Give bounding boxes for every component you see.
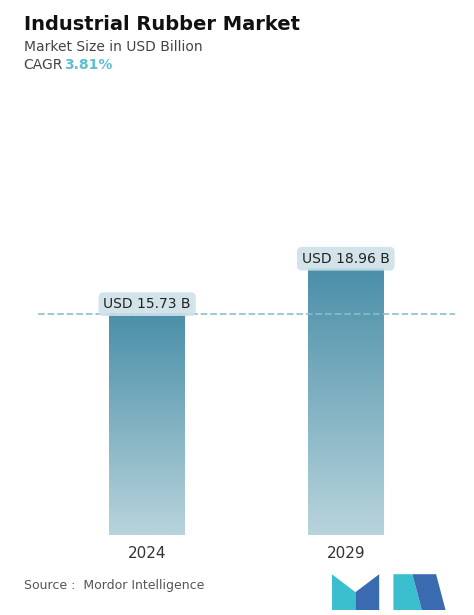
Text: Market Size in USD Billion: Market Size in USD Billion bbox=[24, 40, 202, 54]
Polygon shape bbox=[332, 574, 356, 610]
Text: USD 15.73 B: USD 15.73 B bbox=[103, 297, 191, 311]
Text: Industrial Rubber Market: Industrial Rubber Market bbox=[24, 15, 300, 34]
Text: 3.81%: 3.81% bbox=[64, 58, 112, 73]
Text: CAGR: CAGR bbox=[24, 58, 63, 73]
Polygon shape bbox=[393, 574, 422, 610]
Text: USD 18.96 B: USD 18.96 B bbox=[302, 252, 390, 266]
Polygon shape bbox=[356, 574, 379, 610]
Polygon shape bbox=[412, 574, 446, 610]
Text: Source :  Mordor Intelligence: Source : Mordor Intelligence bbox=[24, 579, 204, 592]
